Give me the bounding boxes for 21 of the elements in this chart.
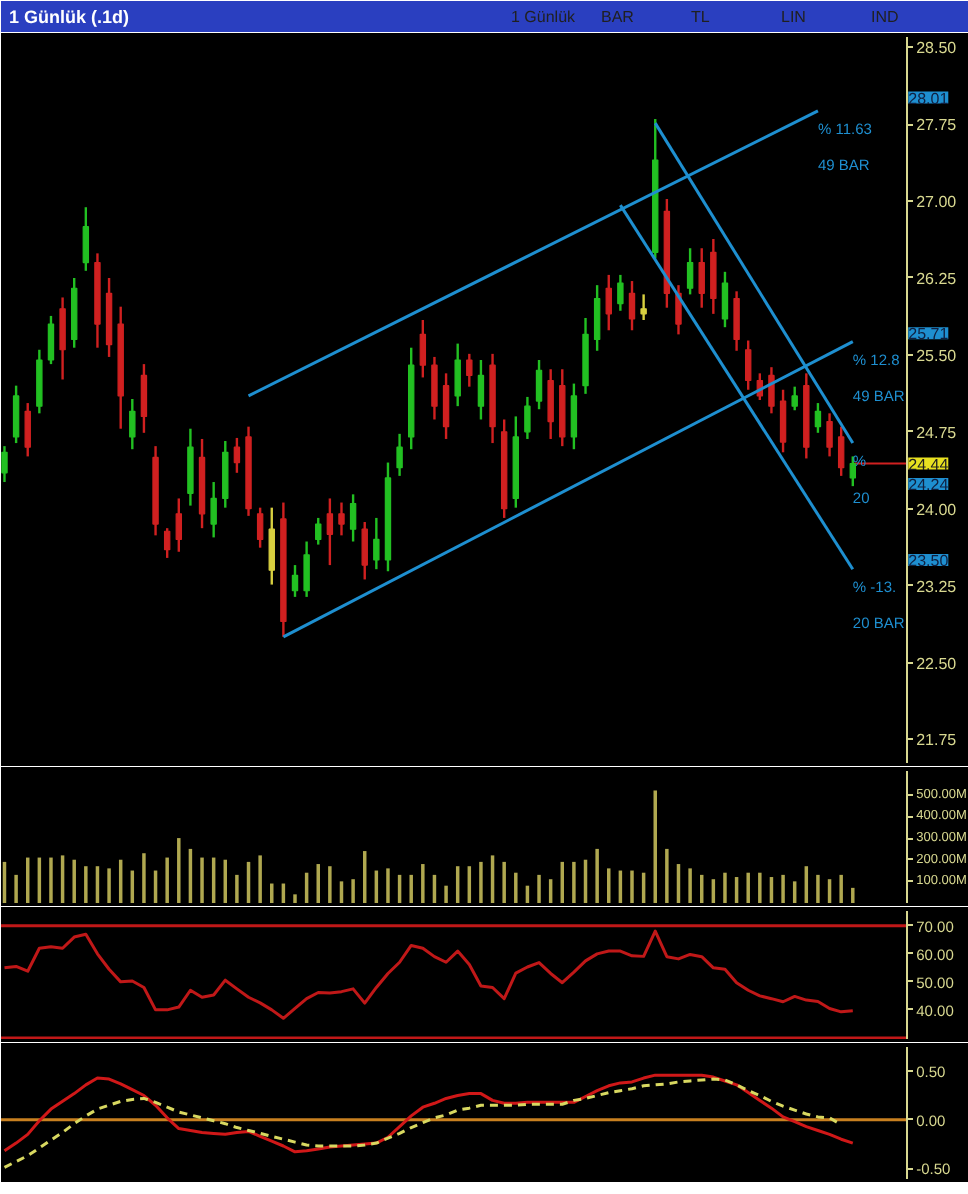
- y-tick-label: 27.00: [916, 193, 958, 212]
- chart-title: 1 Günlük (.1d): [9, 7, 130, 27]
- y-tick-label: 28.50: [916, 39, 958, 58]
- y-tick-label: 25.50: [916, 346, 958, 365]
- text: LIN: [781, 8, 807, 26]
- y-tick-label: 23.25: [916, 577, 958, 596]
- y2-tick-label: 23.50: [908, 551, 950, 570]
- y-tick-label: 21.75: [916, 731, 958, 750]
- text: BAR: [601, 8, 635, 26]
- y-tick-label: 26.25: [916, 269, 958, 288]
- text: TL: [691, 8, 711, 26]
- text: IND: [871, 8, 899, 26]
- y2-tick-label: 25.71: [908, 325, 950, 344]
- y2-tick-label: 24.24: [908, 476, 950, 495]
- ref-line-label: 24.44: [908, 455, 950, 474]
- y-tick-label: 27.75: [916, 116, 958, 135]
- text: 1 Günlük: [511, 8, 578, 26]
- y-tick-label: 24.75: [916, 423, 958, 442]
- y2-tick-label: 28.01: [908, 89, 950, 108]
- y-tick-label: 24.00: [916, 500, 958, 519]
- y-tick-label: 22.50: [916, 654, 958, 673]
